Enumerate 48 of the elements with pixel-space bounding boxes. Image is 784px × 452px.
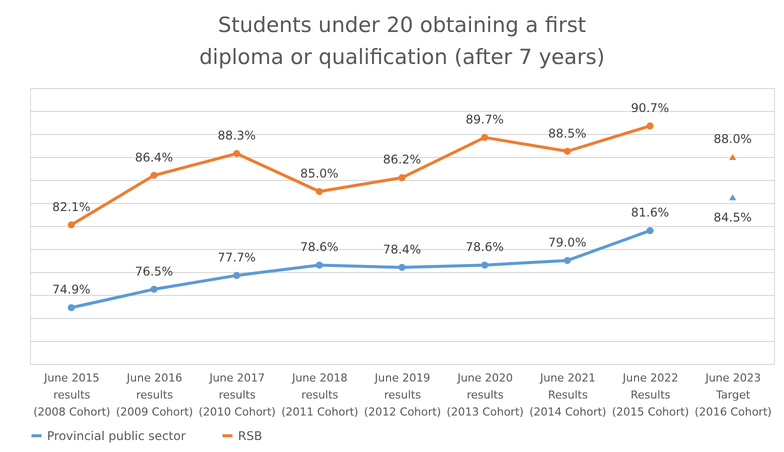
data-label: 89.7% (466, 112, 504, 126)
data-label: 88.5% (548, 126, 586, 140)
point (646, 122, 654, 130)
data-label: 74.9% (52, 282, 90, 297)
x-tick-label: June 2018 results (2011 Cohort) (281, 372, 358, 418)
data-label: 78.6% (300, 240, 338, 254)
point (564, 256, 571, 264)
point (316, 188, 323, 196)
point (481, 262, 488, 269)
data-label: 78.6% (466, 240, 504, 254)
data-label: 82.1% (52, 200, 90, 214)
point (481, 134, 488, 141)
point (398, 264, 406, 271)
data-label: 88.0% (714, 132, 752, 146)
legend-label: Provincial public sector (47, 428, 186, 443)
point (233, 150, 240, 158)
point (68, 304, 75, 312)
point (398, 174, 406, 182)
chart-title: Students under 20 obtaining a first diploma or qualification (after 7 years) (199, 13, 605, 69)
data-label: 76.5% (134, 264, 174, 278)
legend-label: RSB (238, 428, 262, 443)
data-label: 90.7% (630, 100, 670, 115)
data-label: 79.0% (548, 236, 586, 250)
data-label: 81.6% (630, 206, 670, 220)
data-label: 84.5% (714, 210, 752, 224)
x-tick-label: June 2021 Results (2014 Cohort) (529, 372, 606, 418)
point (564, 148, 571, 155)
x-tick-label: June 2022 Results (2015 Cohort) (612, 372, 690, 418)
point (729, 154, 736, 160)
point (316, 262, 323, 269)
point (646, 227, 654, 234)
point (68, 221, 75, 228)
point (150, 286, 158, 293)
point (233, 272, 240, 279)
data-label: 78.4% (382, 242, 422, 256)
data-label: 86.4% (134, 150, 174, 164)
data-label: 88.3% (218, 128, 256, 143)
x-tick-label: June 2017 results (2010 Cohort) (198, 372, 276, 418)
point (729, 194, 736, 200)
data-label: 86.2% (382, 152, 422, 167)
data-label: 77.7% (218, 250, 256, 264)
x-tick-label: June 2020 results (2013 Cohort) (446, 372, 524, 418)
data-label: 85.0% (300, 166, 338, 180)
x-tick-label: June 2019 results (2012 Cohort) (364, 372, 442, 418)
x-tick-label: June 2016 results (2009 Cohort) (116, 372, 194, 418)
x-tick-label: June 2015 results (2008 Cohort) (33, 372, 110, 418)
point (150, 172, 158, 179)
x-tick-label: June 2023 Target (2016 Cohort) (694, 372, 772, 418)
